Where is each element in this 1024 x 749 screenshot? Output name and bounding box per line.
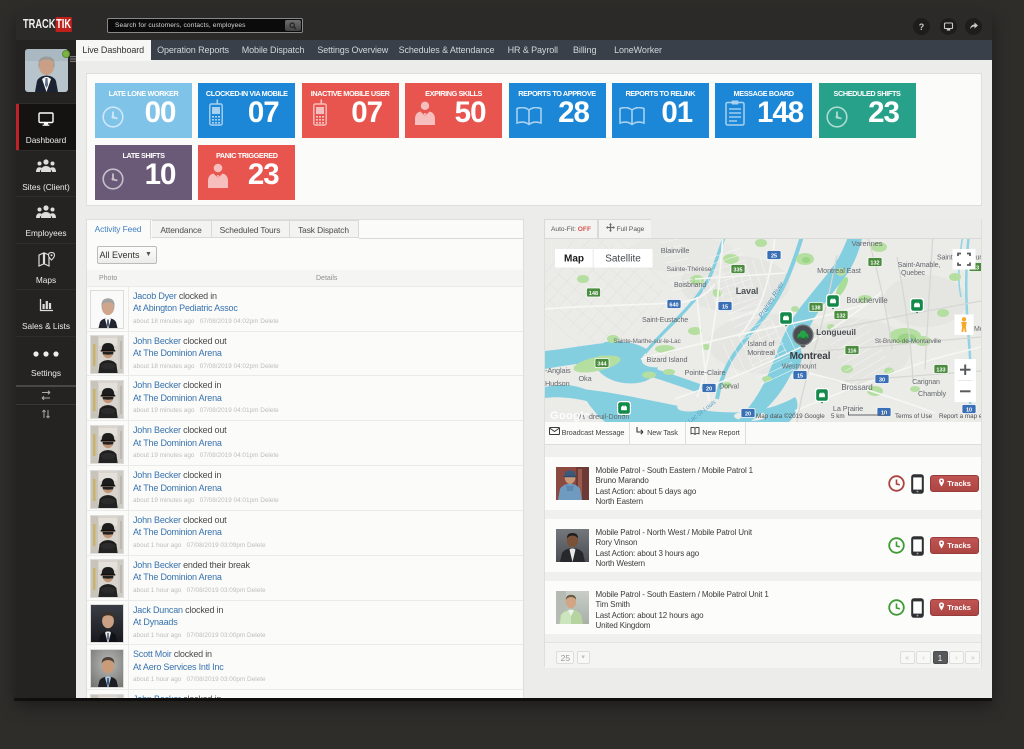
svg-text:148: 148 xyxy=(588,291,597,297)
svg-text:15: 15 xyxy=(721,304,727,310)
svg-text:132: 132 xyxy=(870,260,879,266)
svg-text:116: 116 xyxy=(847,348,856,354)
svg-text:10: 10 xyxy=(965,407,971,413)
svg-text:Bizard Island: Bizard Island xyxy=(646,355,687,364)
svg-text:Terms of Use: Terms of Use xyxy=(895,413,933,420)
svg-text:Vaudreuil-Dorion: Vaudreuil-Dorion xyxy=(576,412,629,421)
svg-text:335: 335 xyxy=(733,267,742,273)
svg-text:30: 30 xyxy=(878,377,884,383)
svg-text:138: 138 xyxy=(811,305,820,311)
svg-text:Map: Map xyxy=(564,254,584,265)
svg-text:Google: Google xyxy=(550,410,590,422)
svg-text:5 km: 5 km xyxy=(831,413,845,420)
svg-text:133: 133 xyxy=(936,367,945,373)
svg-text:Dorval: Dorval xyxy=(719,384,739,391)
svg-text:Report a map error: Report a map error xyxy=(939,413,981,420)
svg-text:20: 20 xyxy=(744,411,750,417)
svg-text:Westmount: Westmount xyxy=(781,364,816,371)
svg-text:Brossard: Brossard xyxy=(841,383,872,392)
svg-text:Varennes: Varennes xyxy=(851,239,882,248)
svg-text:20: 20 xyxy=(705,386,711,392)
svg-text:15: 15 xyxy=(796,373,802,379)
svg-text:McM: McM xyxy=(974,326,981,333)
svg-text:Map data ©2019 Google: Map data ©2019 Google xyxy=(756,412,825,420)
svg-text:10: 10 xyxy=(880,410,886,416)
svg-text:Montreal: Montreal xyxy=(789,351,830,362)
svg-text:Carignan: Carignan xyxy=(912,379,940,386)
svg-text:Boisbriand: Boisbriand xyxy=(673,282,705,289)
svg-text:Sainte-Thérèse: Sainte-Thérèse xyxy=(666,266,711,273)
svg-text:Oka: Oka xyxy=(578,374,592,383)
svg-text:344: 344 xyxy=(597,361,607,367)
svg-text:Saint-Eustache: Saint-Eustache xyxy=(641,317,687,324)
svg-text:132: 132 xyxy=(836,313,845,319)
svg-text:?: ? xyxy=(919,22,925,32)
svg-text:Blainville: Blainville xyxy=(660,246,689,255)
svg-text:Quebec: Quebec xyxy=(901,270,926,277)
svg-text:La Prairie: La Prairie xyxy=(832,404,862,413)
svg-text:-Anglais: -Anglais xyxy=(545,366,571,375)
svg-text:Montreal: Montreal xyxy=(747,348,775,357)
svg-text:Pointe-Claire: Pointe-Claire xyxy=(684,368,725,377)
svg-text:Sainte-Marthe-sur-le-Lac: Sainte-Marthe-sur-le-Lac xyxy=(613,338,680,345)
svg-text:Saint-Amable,: Saint-Amable, xyxy=(897,262,940,269)
svg-text:Laval: Laval xyxy=(735,286,758,296)
svg-text:Island of: Island of xyxy=(747,339,775,348)
svg-text:Longueuil: Longueuil xyxy=(816,327,856,337)
svg-text:25: 25 xyxy=(770,253,776,259)
svg-text:Satellite: Satellite xyxy=(605,254,641,265)
svg-text:Hudson: Hudson xyxy=(545,379,570,388)
svg-text:13: 13 xyxy=(972,265,978,271)
svg-text:Chambly: Chambly xyxy=(917,389,946,398)
svg-text:Boucherville: Boucherville xyxy=(846,296,887,305)
svg-text:Montreal East: Montreal East xyxy=(817,266,861,275)
svg-text:St-Bruno-de-Montarville: St-Bruno-de-Montarville xyxy=(874,338,941,345)
svg-text:640: 640 xyxy=(669,302,678,308)
